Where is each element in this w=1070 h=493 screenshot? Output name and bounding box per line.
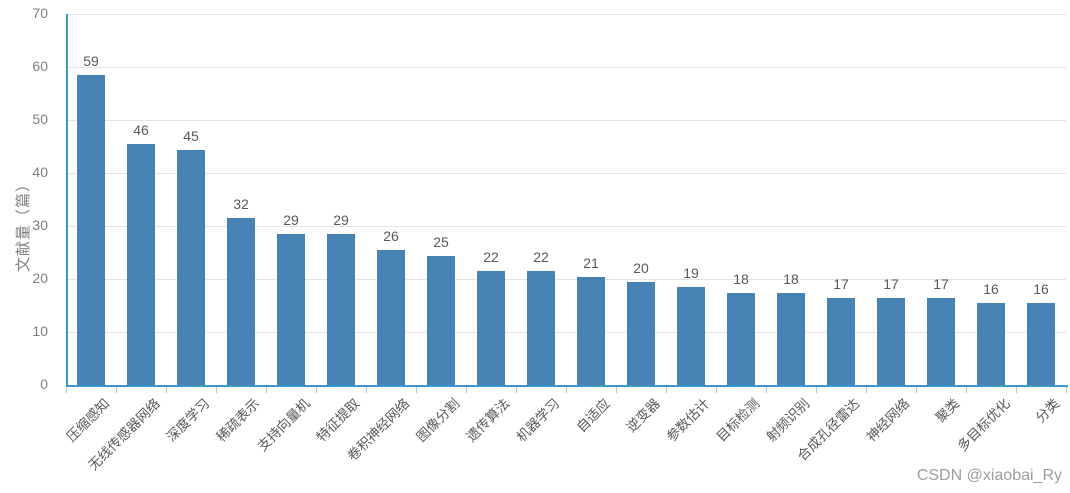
x-tick-mark	[66, 387, 67, 393]
x-tick-mark	[416, 387, 417, 393]
x-tick-mark	[1066, 387, 1067, 393]
category-label: 聚类	[932, 395, 963, 426]
bar	[127, 144, 155, 385]
bar	[427, 255, 455, 385]
category-label: 深度学习	[163, 395, 213, 445]
x-tick-mark	[166, 387, 167, 393]
x-tick-mark	[116, 387, 117, 393]
bar-value-label: 45	[183, 127, 199, 144]
category-label: 自适应	[573, 395, 613, 436]
y-tick-label: 10	[32, 323, 48, 339]
x-tick-mark	[766, 387, 767, 393]
category-label: 参数估计	[663, 395, 713, 445]
plot-area	[66, 14, 1068, 387]
category-label: 目标检测	[713, 395, 763, 445]
y-axis-title: 文献量（篇）	[15, 176, 32, 273]
watermark: CSDN @xiaobai_Ry	[916, 467, 1062, 484]
y-tick-label: 30	[32, 217, 48, 233]
bar-value-label: 17	[933, 275, 949, 292]
bar	[177, 149, 205, 385]
gridline	[66, 67, 1066, 68]
x-tick-mark	[516, 387, 517, 393]
x-tick-mark	[616, 387, 617, 393]
bar	[877, 297, 905, 385]
bar	[927, 297, 955, 385]
bar	[627, 282, 655, 385]
x-tick-mark	[916, 387, 917, 393]
bar-value-label: 29	[283, 212, 299, 229]
gridline	[66, 120, 1066, 121]
category-label: 逆变器	[623, 395, 663, 436]
bar	[827, 297, 855, 385]
x-tick-mark	[666, 387, 667, 393]
bar	[227, 218, 255, 385]
bar-value-label: 21	[583, 254, 599, 271]
x-tick-mark	[716, 387, 717, 393]
x-tick-mark	[216, 387, 217, 393]
category-label: 支持向量机	[254, 395, 313, 455]
bar	[577, 276, 605, 385]
gridline	[66, 226, 1066, 227]
bar	[277, 234, 305, 385]
y-tick-label: 60	[32, 58, 48, 74]
bar-value-label: 19	[683, 265, 699, 282]
bar-value-label: 25	[433, 233, 449, 250]
category-label: 机器学习	[513, 395, 563, 445]
bar-value-label: 18	[783, 270, 799, 287]
x-tick-mark	[466, 387, 467, 393]
bar-value-label: 16	[983, 281, 999, 298]
bar-value-label: 22	[483, 249, 499, 266]
gridline	[66, 14, 1066, 15]
bar-value-label: 46	[133, 122, 149, 139]
x-tick-mark	[816, 387, 817, 393]
category-label: 神经网络	[863, 395, 913, 445]
bar	[977, 303, 1005, 385]
y-tick-label: 70	[32, 5, 48, 21]
x-tick-mark	[566, 387, 567, 393]
bar-value-label: 18	[733, 270, 749, 287]
bar-value-label: 22	[533, 249, 549, 266]
bar-value-label: 17	[833, 275, 849, 292]
category-label: 多目标优化	[954, 395, 1013, 455]
bar-value-label: 59	[83, 53, 99, 70]
bar	[527, 271, 555, 385]
category-label: 遗传算法	[463, 395, 513, 445]
bar	[727, 292, 755, 385]
bar-value-label: 29	[333, 212, 349, 229]
bar-value-label: 16	[1033, 281, 1049, 298]
gridline	[66, 173, 1066, 174]
gridline	[66, 279, 1066, 280]
gridline	[66, 332, 1066, 333]
x-tick-mark	[866, 387, 867, 393]
category-label: 图像分割	[413, 395, 463, 445]
x-tick-mark	[1016, 387, 1017, 393]
bar-value-label: 17	[883, 275, 899, 292]
y-tick-label: 20	[32, 270, 48, 286]
bar	[327, 234, 355, 385]
x-tick-mark	[966, 387, 967, 393]
bar-value-label: 26	[383, 228, 399, 245]
bar	[677, 287, 705, 385]
x-tick-mark	[266, 387, 267, 393]
bar	[777, 292, 805, 385]
bar-value-label: 20	[633, 260, 649, 276]
x-tick-mark	[366, 387, 367, 393]
bar	[1027, 303, 1055, 385]
bar	[377, 250, 405, 385]
bar	[477, 271, 505, 385]
y-tick-label: 0	[40, 376, 48, 392]
y-tick-label: 50	[32, 111, 48, 127]
category-label: 分类	[1032, 395, 1063, 426]
bar-value-label: 32	[233, 196, 249, 213]
y-tick-label: 40	[32, 164, 48, 180]
bar	[77, 75, 105, 385]
x-tick-mark	[316, 387, 317, 393]
